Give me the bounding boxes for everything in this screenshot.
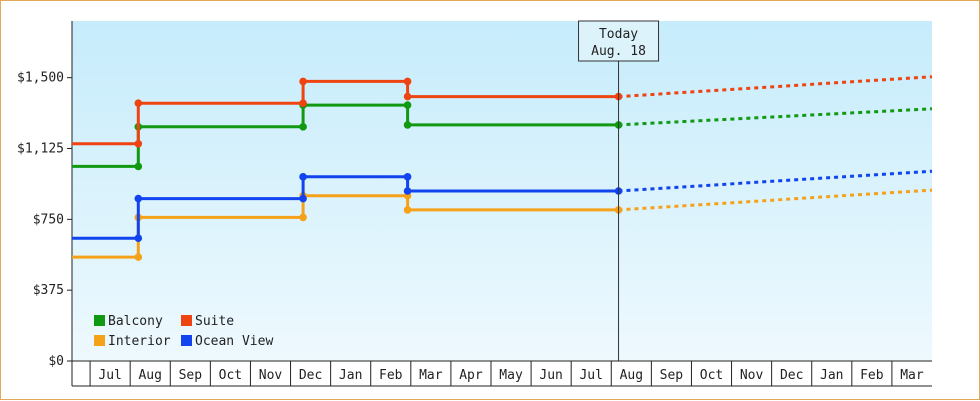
month-label: Sep bbox=[179, 368, 203, 383]
month-label: Aug bbox=[138, 368, 161, 383]
month-label: Nov bbox=[740, 368, 764, 383]
legend-label-ocean-view: Ocean View bbox=[195, 334, 273, 349]
legend-swatch-interior bbox=[94, 335, 105, 346]
today-callout-box bbox=[578, 20, 660, 62]
series-point-balcony bbox=[403, 121, 412, 129]
legend-label-interior: Interior bbox=[108, 334, 171, 349]
y-tick-label: $0 bbox=[48, 354, 64, 369]
month-label: Aug bbox=[620, 368, 643, 383]
series-point-suite bbox=[299, 77, 307, 86]
month-label: Oct bbox=[700, 368, 723, 383]
series-point-suite bbox=[134, 139, 143, 148]
month-label: Dec bbox=[299, 368, 322, 383]
y-tick-label: $1,500 bbox=[17, 71, 64, 86]
today-label: Today bbox=[599, 27, 638, 42]
series-point-ocean-view bbox=[403, 187, 412, 195]
month-label: Mar bbox=[419, 368, 443, 383]
legend-swatch-suite bbox=[181, 315, 192, 326]
legend-label-balcony: Balcony bbox=[108, 314, 163, 329]
month-label: Mar bbox=[900, 368, 924, 383]
month-label: Dec bbox=[780, 368, 803, 383]
month-label: Jul bbox=[579, 368, 602, 383]
series-point-ocean-view bbox=[134, 234, 143, 243]
legend-label-suite: Suite bbox=[195, 314, 234, 329]
series-point-interior bbox=[299, 213, 307, 222]
series-point-interior bbox=[403, 206, 412, 214]
series-point-interior bbox=[134, 253, 143, 261]
month-label: Feb bbox=[860, 368, 884, 383]
y-tick-label: $375 bbox=[33, 283, 64, 298]
series-point-suite bbox=[403, 77, 412, 86]
series-point-ocean-view bbox=[299, 194, 307, 203]
series-point-balcony bbox=[134, 162, 143, 171]
legend-swatch-balcony bbox=[94, 315, 105, 326]
series-point-suite bbox=[299, 99, 307, 107]
month-label: Jan bbox=[820, 368, 843, 383]
series-point-suite bbox=[134, 99, 143, 107]
month-label: Jan bbox=[339, 368, 362, 383]
month-label: Feb bbox=[379, 368, 403, 383]
month-label: Jul bbox=[98, 368, 121, 383]
month-label: Jun bbox=[539, 368, 562, 383]
series-point-balcony bbox=[403, 101, 412, 109]
month-label: Sep bbox=[660, 368, 684, 383]
series-point-ocean-view bbox=[299, 173, 307, 181]
series-point-ocean-view bbox=[403, 173, 412, 181]
month-label: Oct bbox=[219, 368, 242, 383]
today-date: Aug. 18 bbox=[591, 44, 646, 59]
month-label: Nov bbox=[259, 368, 283, 383]
month-label: May bbox=[499, 368, 523, 383]
series-point-suite bbox=[403, 92, 412, 101]
series-point-balcony bbox=[299, 122, 307, 131]
month-label: Apr bbox=[459, 368, 483, 383]
y-tick-label: $750 bbox=[33, 212, 64, 227]
legend-swatch-ocean-view bbox=[181, 335, 192, 346]
y-tick-label: $1,125 bbox=[17, 142, 64, 157]
series-point-ocean-view bbox=[134, 194, 143, 203]
